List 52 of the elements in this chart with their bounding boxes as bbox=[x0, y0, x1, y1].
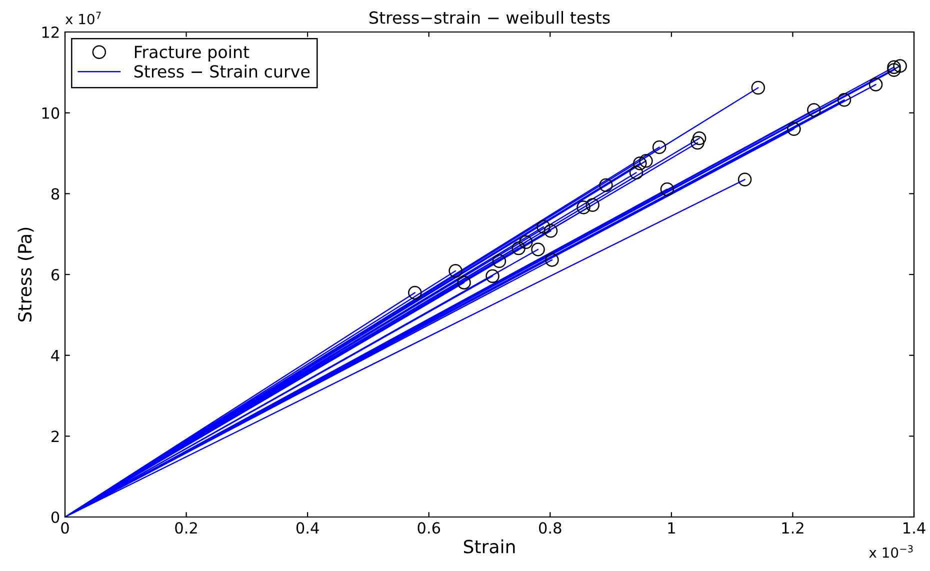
point bbox=[787, 122, 801, 136]
point bbox=[633, 156, 647, 170]
y-tick-label: 0 bbox=[51, 511, 60, 524]
y-tick-label: 6 bbox=[51, 268, 60, 281]
point bbox=[576, 200, 590, 214]
point bbox=[692, 131, 706, 146]
point bbox=[837, 93, 852, 107]
y-tick-label: 12 bbox=[42, 26, 59, 38]
x-tick-label: 0.4 bbox=[296, 522, 319, 534]
y-axis-title: Stress (Pa) bbox=[18, 228, 34, 322]
point bbox=[586, 198, 600, 212]
point bbox=[531, 242, 545, 256]
point bbox=[660, 182, 674, 196]
y-tick-label: 4 bbox=[51, 350, 60, 362]
point bbox=[887, 63, 901, 77]
legend-label: Fracture point bbox=[134, 45, 250, 62]
y-tick-label: 10 bbox=[42, 107, 60, 119]
point bbox=[545, 253, 559, 267]
x-tick-label: 1.4 bbox=[904, 522, 926, 534]
legend-label: Stress − Strain curve bbox=[134, 64, 310, 78]
point bbox=[738, 172, 752, 186]
chart-title: Stress−strain − weibull tests bbox=[370, 11, 610, 24]
point bbox=[629, 166, 644, 180]
point bbox=[544, 224, 558, 238]
y-tick-label: 8 bbox=[51, 188, 60, 200]
point bbox=[486, 269, 500, 283]
point bbox=[868, 78, 883, 92]
text: x 10$^{−3}$ bbox=[869, 545, 913, 558]
x-tick-label: 0 bbox=[61, 522, 69, 534]
x-tick-label: 0.8 bbox=[539, 522, 562, 534]
text: x 10$^{7}$ bbox=[65, 12, 101, 24]
point bbox=[807, 103, 821, 117]
point bbox=[408, 286, 422, 300]
point bbox=[751, 80, 766, 95]
x-axis-title: Strain bbox=[464, 539, 515, 554]
point bbox=[519, 235, 533, 250]
point bbox=[457, 276, 471, 290]
x-tick-label: 0.6 bbox=[418, 522, 440, 534]
point bbox=[639, 154, 653, 168]
y-tick-label: 2 bbox=[52, 430, 59, 442]
x-tick-label: 1 bbox=[668, 522, 675, 534]
x-tick-label: 0.2 bbox=[175, 522, 197, 534]
point bbox=[690, 136, 704, 150]
point bbox=[887, 60, 901, 74]
point bbox=[512, 241, 526, 256]
point bbox=[893, 59, 907, 73]
point bbox=[599, 178, 613, 192]
point bbox=[536, 220, 550, 234]
x-tick-label: 1.2 bbox=[782, 522, 804, 534]
point bbox=[492, 254, 506, 268]
point bbox=[652, 140, 666, 154]
point bbox=[448, 264, 462, 278]
